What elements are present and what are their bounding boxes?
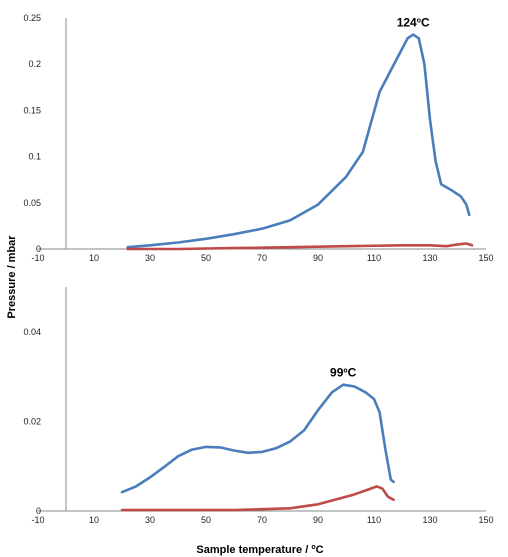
chart-bottom-x-tick-label: 130	[422, 515, 437, 525]
chart-top-annotation-peak: 124oC	[397, 16, 430, 30]
chart-top-x-tick-label: 50	[201, 253, 211, 263]
chart-bottom-x-tick-label: 10	[89, 515, 99, 525]
chart-top-x-tick-label: 90	[313, 253, 323, 263]
chart-top-y-tick-label: 0.15	[23, 105, 41, 115]
chart-top-y-ticks: 0 0.05 0.1 0.15 0.2 0.25	[23, 13, 41, 254]
chart-bottom-x-tick-label: -10	[31, 515, 44, 525]
chart-top-x-tick-label: 150	[478, 253, 493, 263]
chart-top-x-ticks: -10 10 30 50 70 90 110 130 150	[31, 253, 493, 263]
x-axis-title: Sample temperature / oC	[196, 544, 323, 556]
chart-bottom: 0 0.02 0.04 -10 10 30 50 70 90 110 130 150 99oC	[23, 287, 494, 525]
chart-top-y-tick-label: 0.1	[28, 152, 41, 162]
chart-bottom-y-tick-label: 0.04	[23, 327, 41, 337]
chart-bottom-annotation-peak: 99oC	[330, 366, 357, 380]
chart-bottom-x-tick-label: 150	[478, 515, 493, 525]
chart-top-series	[126, 33, 474, 251]
chart-bottom-series-line-2	[120, 485, 395, 512]
chart-bottom-x-tick-label: 30	[145, 515, 155, 525]
chart-top-x-tick-label: 70	[257, 253, 267, 263]
chart-top-y-tick-label: 0.2	[28, 59, 41, 69]
chart-bottom-y-tick-label: 0	[36, 506, 41, 516]
chart-top-x-tick-label: 30	[145, 253, 155, 263]
chart-top-series-line-2	[126, 242, 474, 251]
chart-bottom-x-ticks: -10 10 30 50 70 90 110 130 150	[31, 515, 493, 525]
chart-top-x-tick-label: 110	[367, 253, 381, 263]
chart-top-y-tick-label: 0.05	[23, 198, 41, 208]
chart-bottom-series	[120, 383, 395, 512]
y-axis-title: Pressure / mbar	[6, 235, 18, 319]
chart-bottom-x-tick-label: 110	[367, 515, 381, 525]
chart-top-x-tick-label: 10	[89, 253, 99, 263]
chart-top-y-tick-label: 0.25	[23, 13, 41, 23]
chart-top-x-tick-label: -10	[31, 253, 44, 263]
chart-bottom-x-tick-label: 90	[313, 515, 323, 525]
chart-top: 0 0.05 0.1 0.15 0.2 0.25 -10 10 30 50 70 90 110 130 1…	[23, 13, 493, 263]
chart-bottom-y-ticks: 0 0.02 0.04	[23, 327, 41, 516]
chart-top-series-line-1	[126, 33, 471, 249]
chart-top-x-tick-label: 130	[422, 253, 437, 263]
chart-bottom-x-tick-label: 50	[201, 515, 211, 525]
chart-bottom-y-tick-label: 0.02	[23, 416, 41, 426]
chart-bottom-x-tick-label: 70	[257, 515, 267, 525]
chart-top-y-tick-label: 0	[36, 244, 41, 254]
chart-bottom-series-line-1	[120, 383, 395, 494]
